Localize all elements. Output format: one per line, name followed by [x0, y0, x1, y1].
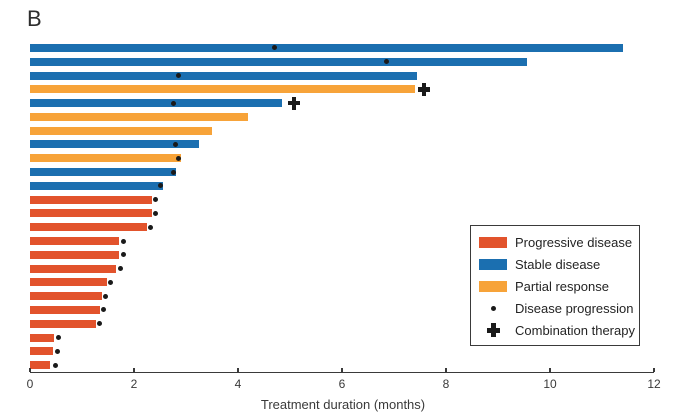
x-axis-tick	[237, 368, 239, 372]
legend-item-label: Partial response	[515, 278, 609, 294]
duration-bar-stable	[30, 140, 199, 149]
legend-marker-cell	[477, 259, 509, 271]
duration-bar-partial	[30, 85, 415, 94]
x-axis-tick	[445, 368, 447, 372]
disease-progression-marker	[96, 321, 102, 327]
duration-bar-partial	[30, 154, 181, 163]
disease-progression-marker	[158, 183, 163, 189]
duration-bar-progressive	[30, 361, 51, 370]
duration-bar-progressive	[30, 347, 53, 356]
x-axis-tick	[133, 368, 135, 372]
x-axis-tick-label: 4	[234, 377, 242, 391]
x-axis-tick	[549, 368, 551, 372]
duration-bar-progressive	[30, 250, 120, 259]
duration-bar-partial	[30, 126, 212, 135]
legend-item: Progressive disease	[477, 232, 639, 254]
disease-progression-marker	[153, 210, 159, 216]
legend-marker-cell	[477, 280, 509, 292]
legend-swatch-partial	[479, 280, 507, 292]
disease-progression-marker	[100, 307, 106, 313]
disease-progression-marker	[171, 100, 176, 106]
duration-bar-progressive	[30, 305, 100, 314]
x-axis-tick-label: 12	[647, 377, 661, 391]
legend-item-label: Combination therapy	[515, 322, 635, 338]
plus-horizontal-arm	[486, 327, 500, 333]
duration-bar-progressive	[30, 195, 153, 204]
disease-progression-marker	[153, 197, 159, 203]
disease-progression-marker	[383, 59, 389, 65]
x-axis-tick-label: 6	[338, 377, 346, 391]
legend-marker-cell	[477, 305, 509, 311]
plus-horizontal-arm	[288, 100, 301, 106]
disease-progression-marker	[171, 169, 176, 175]
panel-label: B	[27, 6, 43, 31]
duration-bar-stable	[30, 99, 283, 108]
disease-progression-marker	[108, 279, 114, 285]
disease-progression-marker	[176, 155, 182, 161]
duration-bar-stable	[30, 71, 418, 80]
x-axis-tick	[29, 368, 31, 372]
disease-progression-marker	[52, 362, 58, 368]
x-axis-title: Treatment duration (months)	[260, 397, 426, 412]
disease-progression-marker	[54, 348, 60, 354]
duration-bar-progressive	[30, 278, 107, 287]
legend-item-label: Disease progression	[515, 300, 634, 316]
disease-progression-marker	[56, 335, 62, 340]
duration-bar-stable	[30, 181, 163, 190]
disease-progression-marker	[271, 45, 277, 51]
x-axis-tick-label: 2	[130, 377, 138, 391]
x-axis-tick-label: 10	[543, 377, 557, 391]
plot-area	[29, 41, 655, 373]
duration-bar-stable	[30, 57, 527, 66]
duration-bar-stable	[30, 168, 176, 176]
duration-bar-progressive	[30, 223, 147, 232]
duration-bar-progressive	[30, 237, 120, 245]
disease-progression-marker	[120, 238, 126, 244]
legend-item-label: Progressive disease	[515, 235, 633, 251]
disease-progression-marker	[117, 266, 123, 272]
duration-bar-progressive	[30, 292, 102, 301]
legend-plus-icon	[486, 323, 500, 338]
legend-marker-cell	[477, 323, 509, 338]
combination-therapy-marker	[418, 82, 431, 96]
x-axis-tick	[341, 368, 343, 372]
x-axis-tick	[653, 368, 655, 372]
duration-bar-progressive	[30, 264, 117, 273]
disease-progression-marker	[148, 224, 154, 230]
duration-bar-progressive	[30, 333, 55, 342]
legend-marker-cell	[477, 237, 509, 249]
legend-swatch-progressive	[479, 237, 507, 249]
legend-box: Progressive disease Stable disease Partial…	[470, 225, 640, 346]
legend-dot-icon	[490, 305, 496, 311]
legend-item: Combination therapy	[477, 319, 639, 341]
x-axis-tick-label: 0	[26, 377, 34, 391]
x-axis-tick-label: 8	[442, 377, 450, 391]
legend-item: Partial response	[477, 276, 639, 298]
duration-bar-stable	[30, 43, 623, 52]
combination-therapy-marker	[288, 96, 301, 110]
disease-progression-marker	[173, 141, 179, 147]
legend-swatch-stable	[479, 259, 507, 271]
legend-item: Stable disease	[477, 254, 639, 276]
disease-progression-marker	[120, 252, 126, 258]
disease-progression-marker	[102, 293, 108, 299]
duration-bar-progressive	[30, 319, 96, 328]
duration-bar-partial	[30, 112, 249, 121]
plus-horizontal-arm	[418, 86, 431, 92]
disease-progression-marker	[175, 73, 181, 78]
legend-item: Disease progression	[477, 297, 639, 319]
legend-item-label: Stable disease	[515, 257, 601, 273]
duration-bar-progressive	[30, 209, 153, 218]
